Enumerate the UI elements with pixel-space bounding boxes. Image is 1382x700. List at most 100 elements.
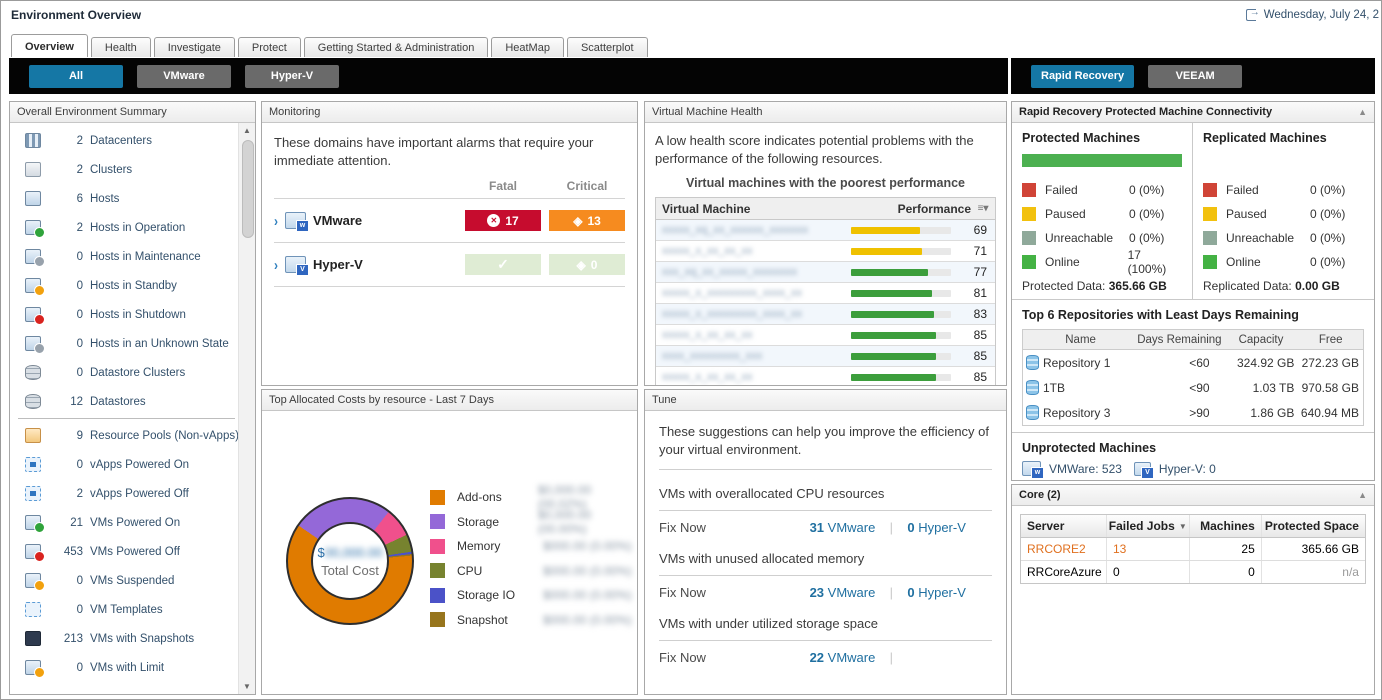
summary-item-hosts-in-maintenance[interactable]: 0 Hosts in Maintenance (10, 242, 239, 271)
hyperv-count-link[interactable]: 0 Hyper-V (907, 585, 966, 601)
filter-button-vmware[interactable]: VMware (137, 64, 231, 88)
table-menu-icon[interactable]: ≡▾ (977, 203, 989, 215)
summary-item-clusters[interactable]: 2 Clusters (10, 155, 239, 184)
filter-button-hyper-v[interactable]: Hyper-V (245, 64, 339, 88)
tab-overview[interactable]: Overview (11, 34, 88, 57)
repository-row-1tb[interactable]: 1TB <90 1.03 TB 970.58 GB (1023, 375, 1363, 400)
date-text: Wednesday, July 24, 2 (1263, 8, 1379, 21)
repository-row-repository-3[interactable]: Repository 3 >90 1.86 GB 640.94 MB (1023, 400, 1363, 425)
vm-health-row[interactable]: xxxx_xxxxxxxxx_xxx 85 (656, 346, 995, 368)
expand-chevron-icon[interactable]: › (274, 212, 278, 229)
legend-value-redacted: $000.00 (0.00%) (543, 588, 632, 603)
core-row-rrcore2[interactable]: RRCORE2 13 25 365.66 GB (1021, 538, 1365, 561)
fix-now-link[interactable]: Fix Now (659, 650, 706, 666)
expand-chevron-icon[interactable]: › (274, 256, 278, 273)
status-stat-paused: Paused 0 (0%) (1022, 202, 1182, 226)
column-performance[interactable]: Performance (897, 201, 971, 216)
critical-alarm-badge[interactable]: ◈ 13 (549, 210, 625, 232)
filter-button-veeam[interactable]: VEEAM (1148, 64, 1243, 88)
vm-health-row[interactable]: xxxxx_x_xx_xx_xx 85 (656, 325, 995, 347)
summary-count: 9 (76, 429, 83, 442)
summary-item-hosts-in-standby[interactable]: 0 Hosts in Standby (10, 271, 239, 300)
scrollbar-thumb[interactable] (241, 140, 254, 238)
summary-item-vms-with-limit[interactable]: 0 VMs with Limit (10, 653, 239, 682)
summary-label: Datacenters (90, 134, 153, 147)
summary-item-hosts-in-operation[interactable]: 2 Hosts in Operation (10, 213, 239, 242)
summary-item-hosts-in-an-unknown-state[interactable]: 0 Hosts in an Unknown State (10, 329, 239, 358)
filter-button-all[interactable]: All (29, 64, 123, 88)
fix-now-link[interactable]: Fix Now (659, 585, 706, 601)
domain-name[interactable]: Hyper-V (313, 257, 363, 273)
vm-health-row[interactable]: xxxxx_x_xxxxxxxxx_xxxx_xx 81 (656, 283, 995, 305)
unprotected-hyperv-count[interactable]: Hyper-V: 0 (1158, 461, 1216, 476)
fatal-ok-badge[interactable]: ✓ (465, 254, 541, 276)
column-protected-space[interactable]: Protected Space (1264, 519, 1359, 533)
monitoring-row-hyperv[interactable]: › Hyper-V ✓ ◈ 0 (274, 242, 625, 288)
summary-item-datastores[interactable]: 12 Datastores (10, 387, 239, 416)
summary-item-vms-suspended[interactable]: 0 VMs Suspended (10, 566, 239, 595)
status-label: Paused (1226, 207, 1267, 221)
monitoring-row-vmware[interactable]: › VMware ✕ 17 ◈ 13 (274, 198, 625, 242)
column-machines[interactable]: Machines (1190, 515, 1262, 537)
core-row-rrcoreazure[interactable]: RRCoreAzure 0 0 n/a (1021, 561, 1365, 583)
summary-count: 6 (76, 192, 83, 205)
vm-name-redacted: xxxx_xxxxxxxxx_xxx (662, 350, 763, 363)
collapse-arrow-icon[interactable]: ▲ (1358, 106, 1367, 117)
summary-item-vms-powered-on[interactable]: 21 VMs Powered On (10, 508, 239, 537)
column-server[interactable]: Server (1021, 515, 1107, 537)
critical-ok-badge[interactable]: ◈ 0 (549, 254, 625, 276)
status-badge-red (34, 314, 45, 325)
column-virtual-machine[interactable]: Virtual Machine (662, 201, 751, 216)
collapse-arrow-icon[interactable]: ▲ (1358, 489, 1367, 500)
status-stat-online: Online 17 (100%) (1022, 248, 1182, 276)
hyperv-count-link[interactable]: 0 Hyper-V (907, 520, 966, 536)
status-stat-online: Online 0 (0%) (1203, 250, 1364, 274)
tab-getting-started-administration[interactable]: Getting Started & Administration (303, 37, 489, 57)
vm-health-row[interactable]: xxx_xq_xx_xxxxx_xxxxxxxx 77 (656, 262, 995, 284)
summary-item-vms-powered-off[interactable]: 453 VMs Powered Off (10, 537, 239, 566)
vm-health-row[interactable]: xxxxx_xq_xx_xxxxxx_xxxxxxx 69 (656, 220, 995, 242)
summary-item-vms-with-snapshots[interactable]: 213 VMs with Snapshots (10, 624, 239, 653)
legend-value-redacted: $000.00 (0.00%) (543, 612, 632, 627)
fix-now-link[interactable]: Fix Now (659, 520, 706, 536)
fatal-alarm-badge[interactable]: ✕ 17 (465, 210, 541, 232)
summary-item-hosts[interactable]: 6 Hosts (10, 184, 239, 213)
summary-item-datacenters[interactable]: 2 Datacenters (10, 126, 239, 155)
tab-heatmap[interactable]: HeatMap (491, 37, 564, 57)
filter-button-rapid-recovery[interactable]: Rapid Recovery (1031, 64, 1135, 88)
summary-label: VMs Suspended (90, 574, 175, 587)
summary-item-hosts-in-shutdown[interactable]: 0 Hosts in Shutdown (10, 300, 239, 329)
sign-out-icon[interactable] (1245, 7, 1260, 21)
vm-health-row[interactable]: xxxxx_x_xx_xx_xx 85 (656, 367, 995, 385)
tab-health[interactable]: Health (90, 37, 151, 57)
scroll-down-arrow-icon[interactable]: ▼ (243, 682, 251, 691)
tab-protect[interactable]: Protect (237, 37, 301, 57)
tab-scatterplot[interactable]: Scatterplot (566, 37, 648, 57)
summary-item-datastore-clusters[interactable]: 0 Datastore Clusters (10, 358, 239, 387)
column-failed-jobs[interactable]: Failed Jobs ▼ (1107, 515, 1190, 537)
repository-row-repository-1[interactable]: Repository 1 <60 324.92 GB 272.23 GB (1023, 350, 1363, 375)
tab-investigate[interactable]: Investigate (153, 37, 235, 57)
summary-item-resource-pools-non-vapps[interactable]: 9 Resource Pools (Non-vApps) (10, 421, 239, 450)
summary-scrollbar[interactable]: ▲ ▼ (238, 123, 255, 694)
domain-name[interactable]: VMware (313, 213, 363, 229)
hyperv-icon (285, 256, 309, 277)
replicated-stats: Failed 0 (0%) Paused 0 (0%) Unreachable 0 (0%… (1203, 178, 1364, 274)
vmware-count-link[interactable]: 22 VMware (809, 650, 876, 666)
vmware-count-link[interactable]: 23 VMware (809, 585, 876, 601)
protected-space-cell: n/a (1342, 565, 1359, 579)
summary-item-vm-templates[interactable]: 0 VM Templates (10, 595, 239, 624)
scroll-up-arrow-icon[interactable]: ▲ (243, 126, 251, 135)
cost-donut-chart[interactable]: $00,000.00 Total Cost (286, 497, 414, 625)
vm-health-row[interactable]: xxxxx_x_xxxxxxxxx_xxxx_xx 83 (656, 304, 995, 326)
summary-item-vapps-powered-off[interactable]: 2 vApps Powered Off (10, 479, 239, 508)
performance-bar-fill (851, 289, 932, 297)
legend-swatch (430, 538, 445, 554)
repository-name-cell: Repository 3 (1023, 405, 1135, 420)
vm-health-row[interactable]: xxxxx_x_xx_xx_xx 71 (656, 241, 995, 263)
summary-count: 21 (70, 516, 83, 529)
core-rows: RRCORE2 13 25 365.66 GB RRCoreAzure 0 0 n/a (1021, 538, 1365, 583)
unprotected-vmware-count[interactable]: VMWare: 523 (1049, 461, 1122, 476)
summary-item-vapps-powered-on[interactable]: 0 vApps Powered On (10, 450, 239, 479)
vmware-count-link[interactable]: 31 VMware (809, 520, 876, 536)
